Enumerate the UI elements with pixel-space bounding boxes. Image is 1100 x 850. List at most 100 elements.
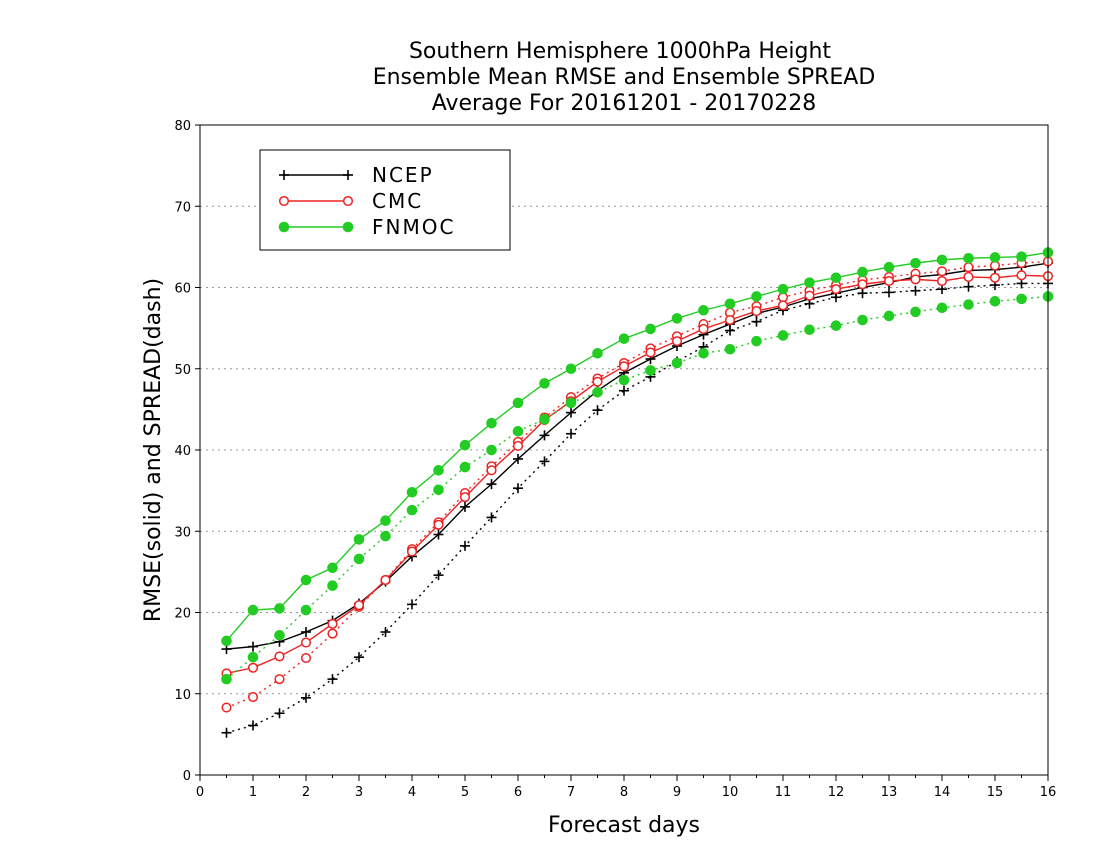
ncep-spread-line — [226, 282, 1048, 734]
ncep-spread-point — [592, 405, 603, 416]
fnmoc-spread-point — [247, 651, 259, 663]
cmc-rmse-point — [433, 519, 444, 530]
fnmoc-spread-point — [698, 348, 709, 359]
ncep-spread-point — [327, 674, 338, 685]
fnmoc-spread-series — [221, 291, 1054, 685]
fnmoc-spread-point — [327, 580, 338, 591]
legend-entry-ncep: NCEP — [279, 163, 432, 187]
y-tick-label-30: 30 — [174, 525, 191, 540]
cmc-rmse-point — [618, 361, 630, 372]
ncep-spread-point — [248, 720, 258, 731]
ncep-spread-point — [407, 599, 417, 610]
cmc-rmse-point — [830, 284, 842, 295]
cmc-spread-point — [221, 702, 232, 713]
cmc-rmse-point — [989, 272, 1001, 283]
fnmoc-spread-point — [751, 335, 762, 347]
fnmoc-rmse-point — [645, 323, 656, 335]
cmc-rmse-point — [883, 275, 895, 287]
fnmoc-rmse-point — [989, 252, 1001, 263]
fnmoc-spread-point — [592, 387, 603, 398]
fnmoc-spread-line — [226, 295, 1049, 680]
fnmoc-spread-point — [963, 299, 974, 310]
y-tick-label-60: 60 — [174, 282, 191, 297]
fnmoc-rmse-point — [830, 272, 842, 284]
fnmoc-rmse-point — [512, 397, 524, 409]
fnmoc-spread-point — [512, 426, 524, 437]
legend-label-fnmoc: FNMOC — [372, 215, 455, 239]
ncep-rmse-series — [221, 258, 1053, 655]
ncep-spread-point — [566, 428, 576, 439]
legend-entry-cmc: CMC — [278, 189, 421, 213]
ncep-rmse-point — [248, 641, 258, 652]
cmc-rmse-point — [459, 492, 471, 503]
ncep-spread-point — [963, 281, 974, 292]
ncep-rmse-point — [486, 479, 497, 490]
fnmoc-rmse-point — [698, 304, 709, 316]
x-tick-label-0: 0 — [196, 785, 204, 800]
y-tick-label-40: 40 — [174, 444, 191, 459]
fnmoc-spread-point — [830, 320, 842, 331]
cmc-spread-line — [226, 260, 1049, 709]
cmc-rmse-line — [226, 274, 1049, 675]
ncep-spread-point — [433, 570, 444, 581]
cmc-rmse-point — [804, 290, 815, 301]
cmc-spread-point — [247, 691, 259, 703]
cmc-rmse-point — [300, 637, 312, 648]
fnmoc-spread-point — [883, 310, 895, 322]
fnmoc-rmse-point — [751, 291, 762, 302]
ncep-rmse-point — [539, 430, 550, 441]
cmc-rmse-point — [724, 314, 736, 326]
fnmoc-spread-point — [989, 296, 1001, 307]
x-tick-label-15: 15 — [987, 785, 1004, 800]
cmc-rmse-point — [592, 376, 603, 387]
x-axis-label: Forecast days — [548, 813, 700, 838]
ncep-spread-point — [274, 708, 285, 719]
fnmoc-rmse-point — [883, 261, 895, 273]
fnmoc-rmse-point — [936, 254, 948, 266]
fnmoc-rmse-point — [327, 562, 338, 574]
x-tick-label-12: 12 — [828, 785, 845, 800]
fnmoc-rmse-point — [618, 333, 630, 344]
cmc-rmse-point — [1016, 270, 1027, 281]
cmc-rmse-point — [247, 662, 259, 673]
cmc-rmse-point — [910, 274, 921, 285]
ncep-spread-point — [910, 285, 921, 296]
y-tick-label-50: 50 — [174, 363, 191, 378]
fnmoc-rmse-point — [724, 298, 736, 310]
fnmoc-rmse-point — [459, 439, 471, 451]
cmc-rmse-point — [698, 323, 709, 334]
fnmoc-rmse-point — [406, 486, 418, 498]
cmc-rmse-point — [936, 275, 948, 287]
y-tick-label-0: 0 — [183, 769, 191, 784]
x-tick-label-1: 1 — [249, 785, 257, 800]
y-tick-label-80: 80 — [174, 119, 191, 134]
cmc-rmse-point — [751, 306, 762, 317]
cmc-rmse-point — [671, 336, 683, 347]
cmc-rmse-point — [486, 465, 497, 476]
fnmoc-rmse-point — [300, 574, 312, 586]
ncep-rmse-point — [433, 529, 444, 540]
x-tick-label-10: 10 — [722, 785, 739, 800]
ncep-rmse-point — [513, 453, 523, 464]
cmc-rmse-point — [406, 546, 418, 557]
fnmoc-spread-point — [671, 357, 683, 369]
fnmoc-rmse-point — [539, 378, 550, 389]
fnmoc-spread-point — [353, 553, 365, 565]
ncep-spread-point — [460, 540, 470, 551]
y-tick-label-10: 10 — [174, 688, 191, 703]
fnmoc-spread-point — [804, 324, 815, 336]
fnmoc-spread-point — [724, 343, 736, 355]
x-tick-label-6: 6 — [514, 785, 522, 800]
ncep-rmse-point — [301, 627, 311, 637]
cmc-rmse-point — [380, 574, 391, 586]
fnmoc-spread-point — [406, 504, 418, 516]
legend-marker-ncep-right — [343, 170, 353, 180]
cmc-spread-point — [274, 674, 285, 685]
fnmoc-rmse-point — [353, 534, 365, 545]
ncep-spread-point — [380, 627, 391, 637]
fnmoc-spread-point — [274, 629, 285, 641]
cmc-rmse-point — [777, 300, 789, 311]
cmc-rmse-point — [327, 618, 338, 629]
legend-entry-fnmoc: FNMOC — [278, 215, 455, 239]
